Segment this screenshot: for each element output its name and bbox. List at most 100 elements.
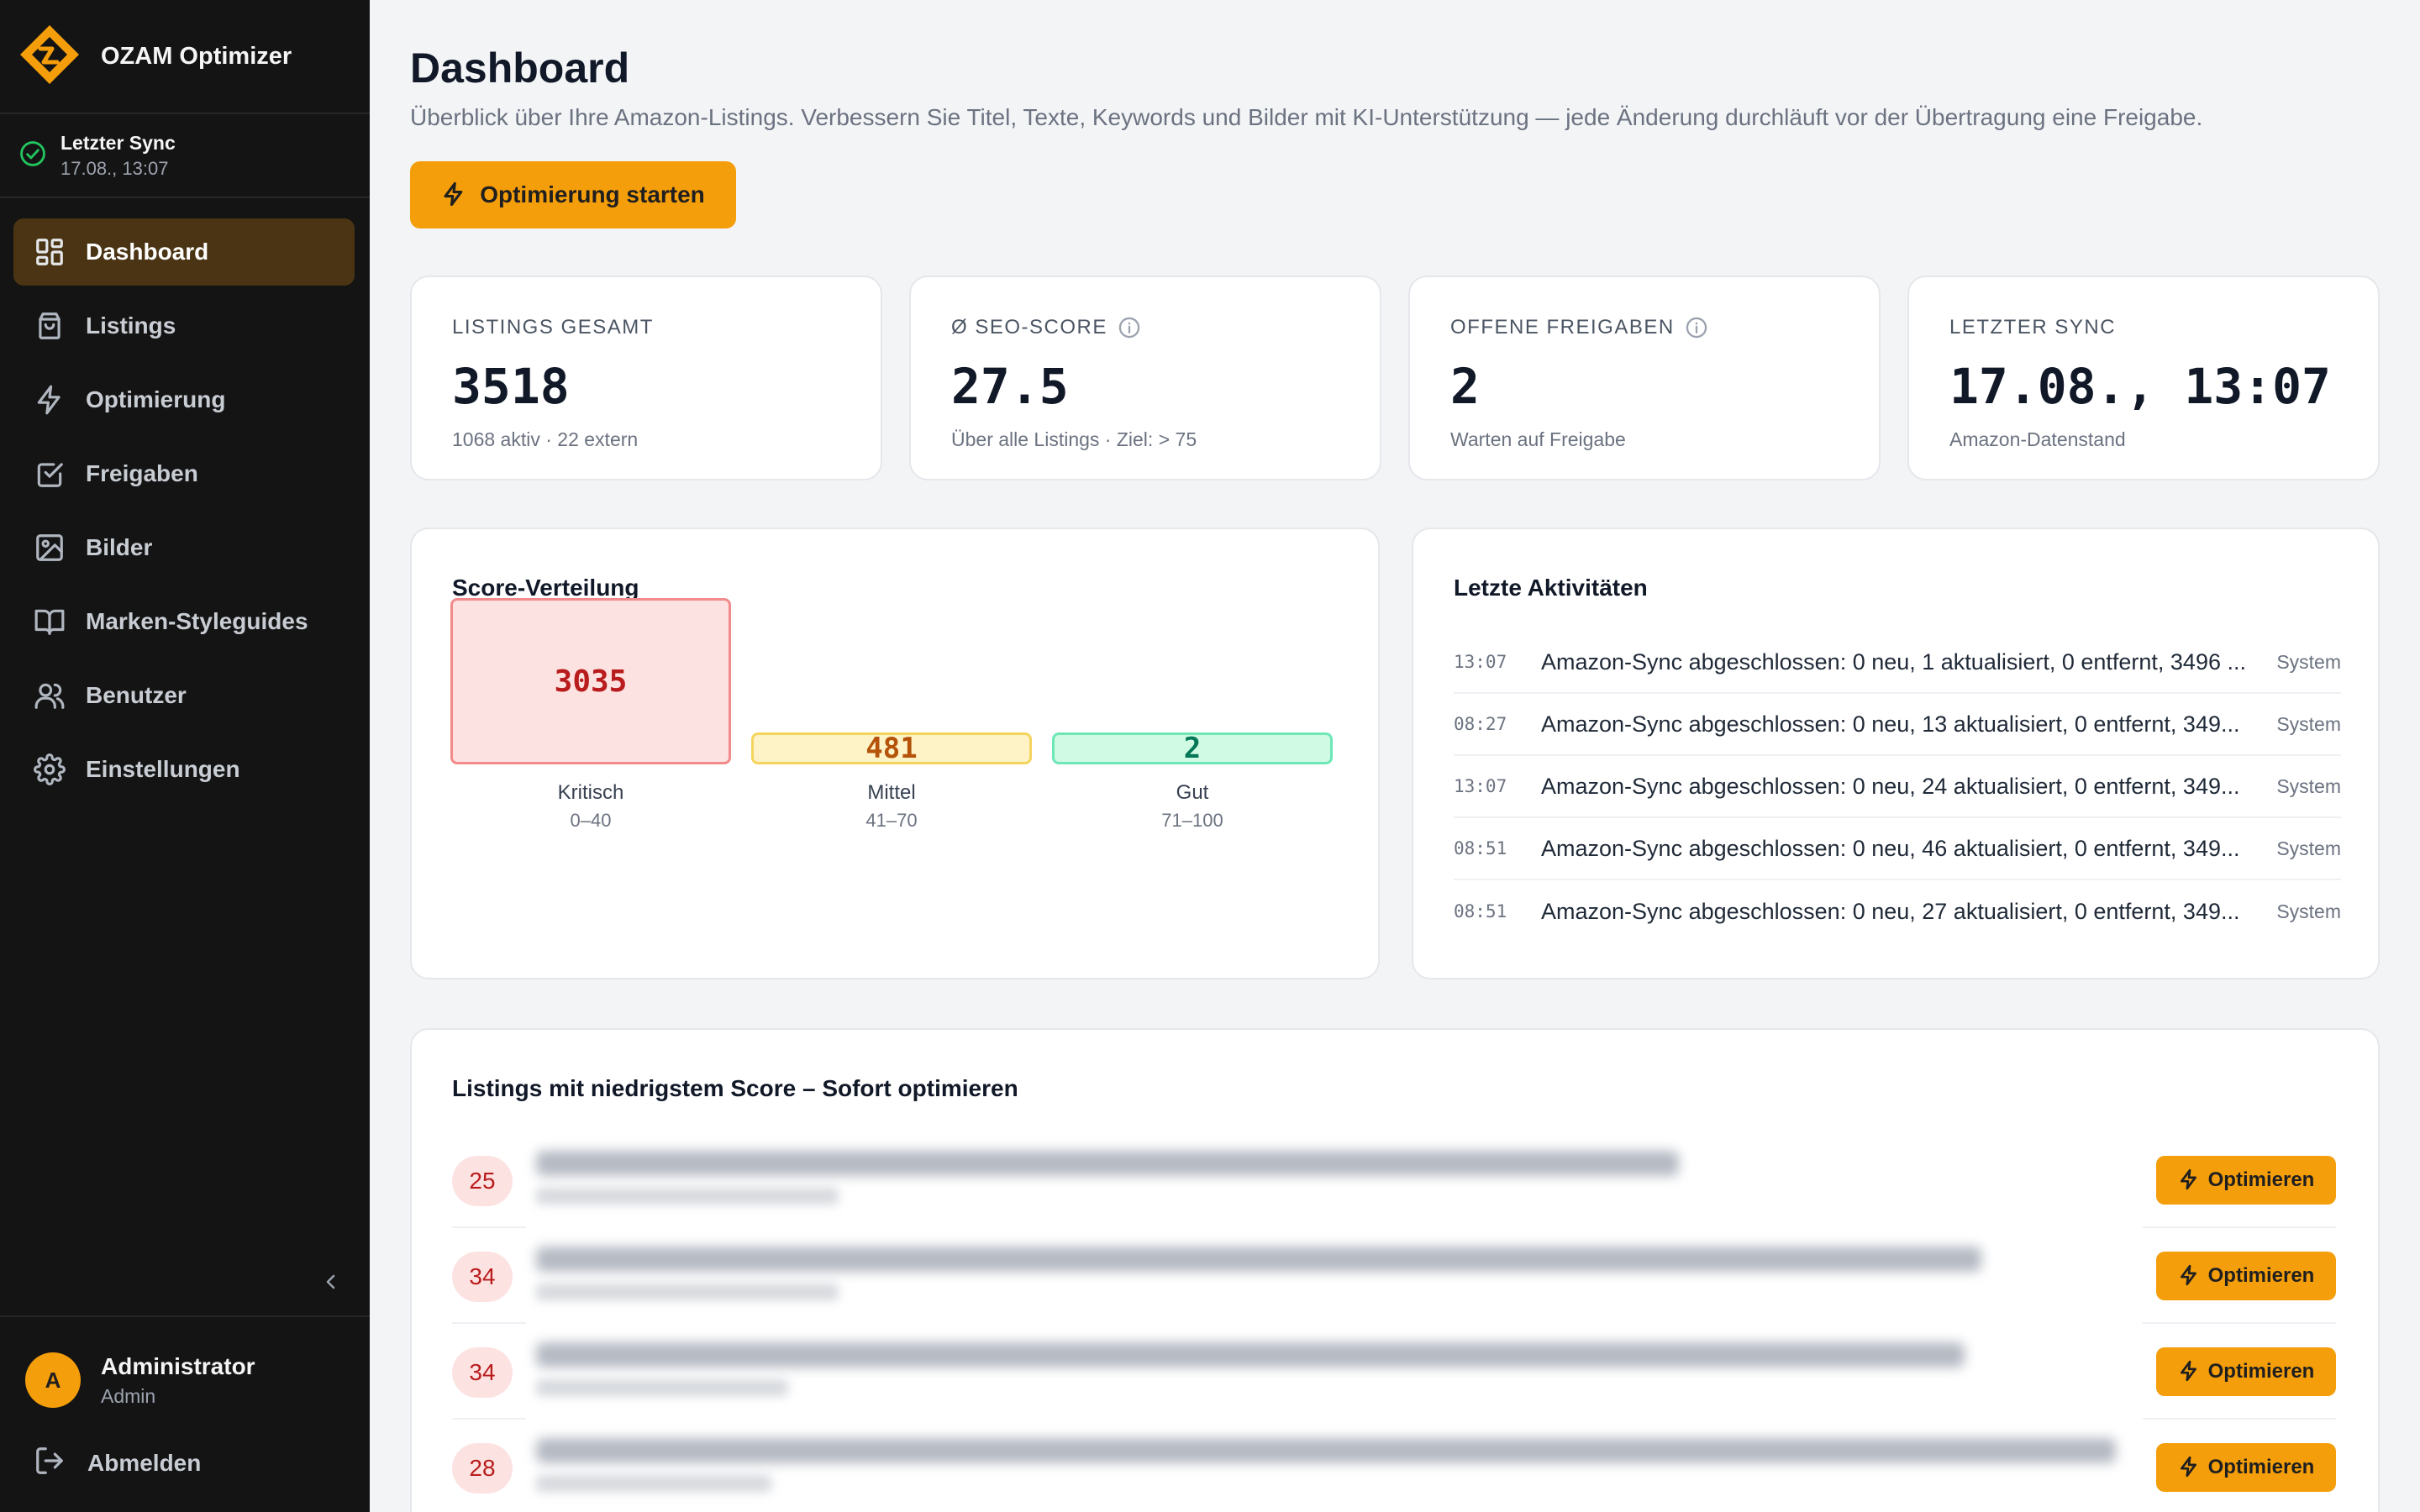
bar-range: 0–40	[570, 810, 612, 831]
optimize-button[interactable]: Optimieren	[2156, 1156, 2336, 1205]
lightning-icon	[2178, 1456, 2200, 1480]
stat-card-open-approvals: OFFENE FREIGABEN 2 Warten auf Freigabe	[1408, 276, 1881, 480]
sidebar-item-label: Einstellungen	[86, 756, 240, 782]
panel-title: Listings mit niedrigstem Score – Sofort …	[452, 1075, 1018, 1101]
row-divider	[452, 1226, 526, 1228]
users-icon	[34, 680, 66, 711]
image-icon	[34, 532, 66, 564]
optimize-label: Optimieren	[2207, 1264, 2315, 1287]
sync-status: Letzter Sync 17.08., 13:07	[0, 114, 370, 198]
activity-text: Amazon-Sync abgeschlossen: 0 neu, 13 akt…	[1541, 711, 2240, 737]
bar-label: Gut	[1176, 781, 1209, 804]
listing-row[interactable]: 25 Optimieren	[452, 1132, 2336, 1228]
blurred-listing-meta	[536, 1188, 839, 1205]
activity-time: 08:51	[1454, 838, 1507, 858]
activity-row[interactable]: 13:07 Amazon-Sync abgeschlossen: 0 neu, …	[1454, 632, 2341, 694]
sync-time: 17.08., 13:07	[60, 157, 169, 179]
activity-time: 13:07	[1454, 652, 1507, 672]
score-badge: 34	[452, 1347, 513, 1398]
listing-row[interactable]: 28 Optimieren	[452, 1420, 2336, 1512]
info-icon[interactable]	[1685, 316, 1708, 339]
sidebar-item-label: Freigaben	[86, 460, 198, 486]
stat-card-last-sync: LETZTER SYNC 17.08., 13:07 Amazon-Datens…	[1907, 276, 2380, 480]
sidebar-item-label: Benutzer	[86, 682, 187, 708]
user-name: Administrator	[101, 1352, 255, 1379]
lightning-icon	[2178, 1360, 2200, 1384]
row-divider	[452, 1322, 526, 1324]
stat-value: 17.08., 13:07	[1949, 358, 2331, 415]
stat-subtext: Über alle Listings · Ziel: > 75	[951, 428, 1197, 450]
user-profile[interactable]: A Administrator Admin	[25, 1352, 255, 1408]
checkbox-icon	[34, 458, 66, 490]
info-icon[interactable]	[1118, 316, 1141, 339]
brand-logo-icon	[18, 24, 81, 90]
activity-text: Amazon-Sync abgeschlossen: 0 neu, 46 akt…	[1541, 835, 2240, 861]
activity-text: Amazon-Sync abgeschlossen: 0 neu, 24 akt…	[1541, 773, 2240, 799]
blurred-listing-meta	[536, 1379, 788, 1396]
low-score-listings-panel: Listings mit niedrigstem Score – Sofort …	[410, 1028, 2380, 1512]
optimize-button[interactable]: Optimieren	[2156, 1443, 2336, 1492]
sync-title: Letzter Sync	[60, 131, 176, 154]
optimize-button[interactable]: Optimieren	[2156, 1347, 2336, 1396]
chevron-left-icon	[321, 1272, 341, 1296]
activity-row[interactable]: 08:51 Amazon-Sync abgeschlossen: 0 neu, …	[1454, 818, 2341, 880]
avatar: A	[25, 1352, 81, 1408]
sidebar-item-listings[interactable]: Listings	[13, 292, 355, 360]
book-icon	[34, 606, 66, 638]
lightning-icon	[441, 181, 466, 209]
stat-subtext: Amazon-Datenstand	[1949, 428, 2126, 450]
sidebar-item-freigaben[interactable]: Freigaben	[13, 440, 355, 507]
sidebar-item-dashboard[interactable]: Dashboard	[13, 218, 355, 286]
activity-source: System	[2276, 837, 2341, 859]
gear-icon	[34, 753, 66, 785]
blurred-listing-meta	[536, 1284, 839, 1300]
activity-row[interactable]: 08:51 Amazon-Sync abgeschlossen: 0 neu, …	[1454, 880, 2341, 942]
activity-row[interactable]: 13:07 Amazon-Sync abgeschlossen: 0 neu, …	[1454, 756, 2341, 818]
optimize-label: Optimieren	[2207, 1360, 2315, 1383]
logout-label: Abmelden	[87, 1449, 202, 1476]
stat-subtext: 1068 aktiv · 22 extern	[452, 428, 639, 450]
listing-row[interactable]: 34 Optimieren	[452, 1228, 2336, 1324]
sidebar-item-label: Optimierung	[86, 386, 226, 412]
bar-mittel: 481	[751, 732, 1032, 765]
stat-subtext: Warten auf Freigabe	[1450, 428, 1626, 450]
sidebar-item-label: Bilder	[86, 534, 153, 560]
activity-time: 08:27	[1454, 714, 1507, 734]
brand[interactable]: OZAM Optimizer	[0, 0, 370, 114]
blurred-listing-meta	[536, 1475, 771, 1492]
sidebar-item-optimierung[interactable]: Optimierung	[13, 366, 355, 433]
stat-label: OFFENE FREIGABEN	[1450, 316, 1675, 339]
stat-value: 3518	[452, 358, 570, 415]
activity-text: Amazon-Sync abgeschlossen: 0 neu, 1 aktu…	[1541, 648, 2246, 675]
lightning-icon	[2178, 1264, 2200, 1289]
row-divider	[2143, 1322, 2336, 1324]
optimize-button[interactable]: Optimieren	[2156, 1252, 2336, 1300]
panel-title: Letzte Aktivitäten	[1454, 575, 1648, 601]
dashboard-grid-icon	[34, 236, 66, 268]
sidebar-item-einstellungen[interactable]: Einstellungen	[13, 736, 355, 803]
blurred-listing-title	[536, 1438, 2116, 1463]
bar-gut: 2	[1052, 732, 1333, 765]
listing-row[interactable]: 34 Optimieren	[452, 1324, 2336, 1420]
logout-button[interactable]: Abmelden	[34, 1445, 201, 1481]
collapse-sidebar-button[interactable]	[316, 1268, 346, 1299]
logout-icon	[34, 1445, 66, 1481]
sidebar-item-bilder[interactable]: Bilder	[13, 514, 355, 581]
activity-source: System	[2276, 712, 2341, 735]
sidebar-item-benutzer[interactable]: Benutzer	[13, 662, 355, 729]
bar-range: 41–70	[865, 810, 918, 831]
activity-time: 13:07	[1454, 776, 1507, 796]
stat-value: 27.5	[951, 358, 1069, 415]
start-optimization-button[interactable]: Optimierung starten	[410, 161, 736, 228]
stat-value: 2	[1450, 358, 1480, 415]
blurred-listing-title	[536, 1247, 1981, 1272]
app-name: OZAM Optimizer	[101, 42, 292, 70]
activity-row[interactable]: 08:27 Amazon-Sync abgeschlossen: 0 neu, …	[1454, 694, 2341, 756]
score-distribution-panel: Score-Verteilung 3035 Kritisch 0–40 481 …	[410, 528, 1380, 979]
sidebar-item-marken-styleguides[interactable]: Marken-Styleguides	[13, 588, 355, 655]
main-content: Dashboard Überblick über Ihre Amazon-Lis…	[370, 0, 2420, 1512]
bar-label: Kritisch	[557, 781, 624, 804]
activity-text: Amazon-Sync abgeschlossen: 0 neu, 27 akt…	[1541, 898, 2240, 924]
panel-title: Score-Verteilung	[452, 575, 639, 601]
row-divider	[2143, 1226, 2336, 1228]
